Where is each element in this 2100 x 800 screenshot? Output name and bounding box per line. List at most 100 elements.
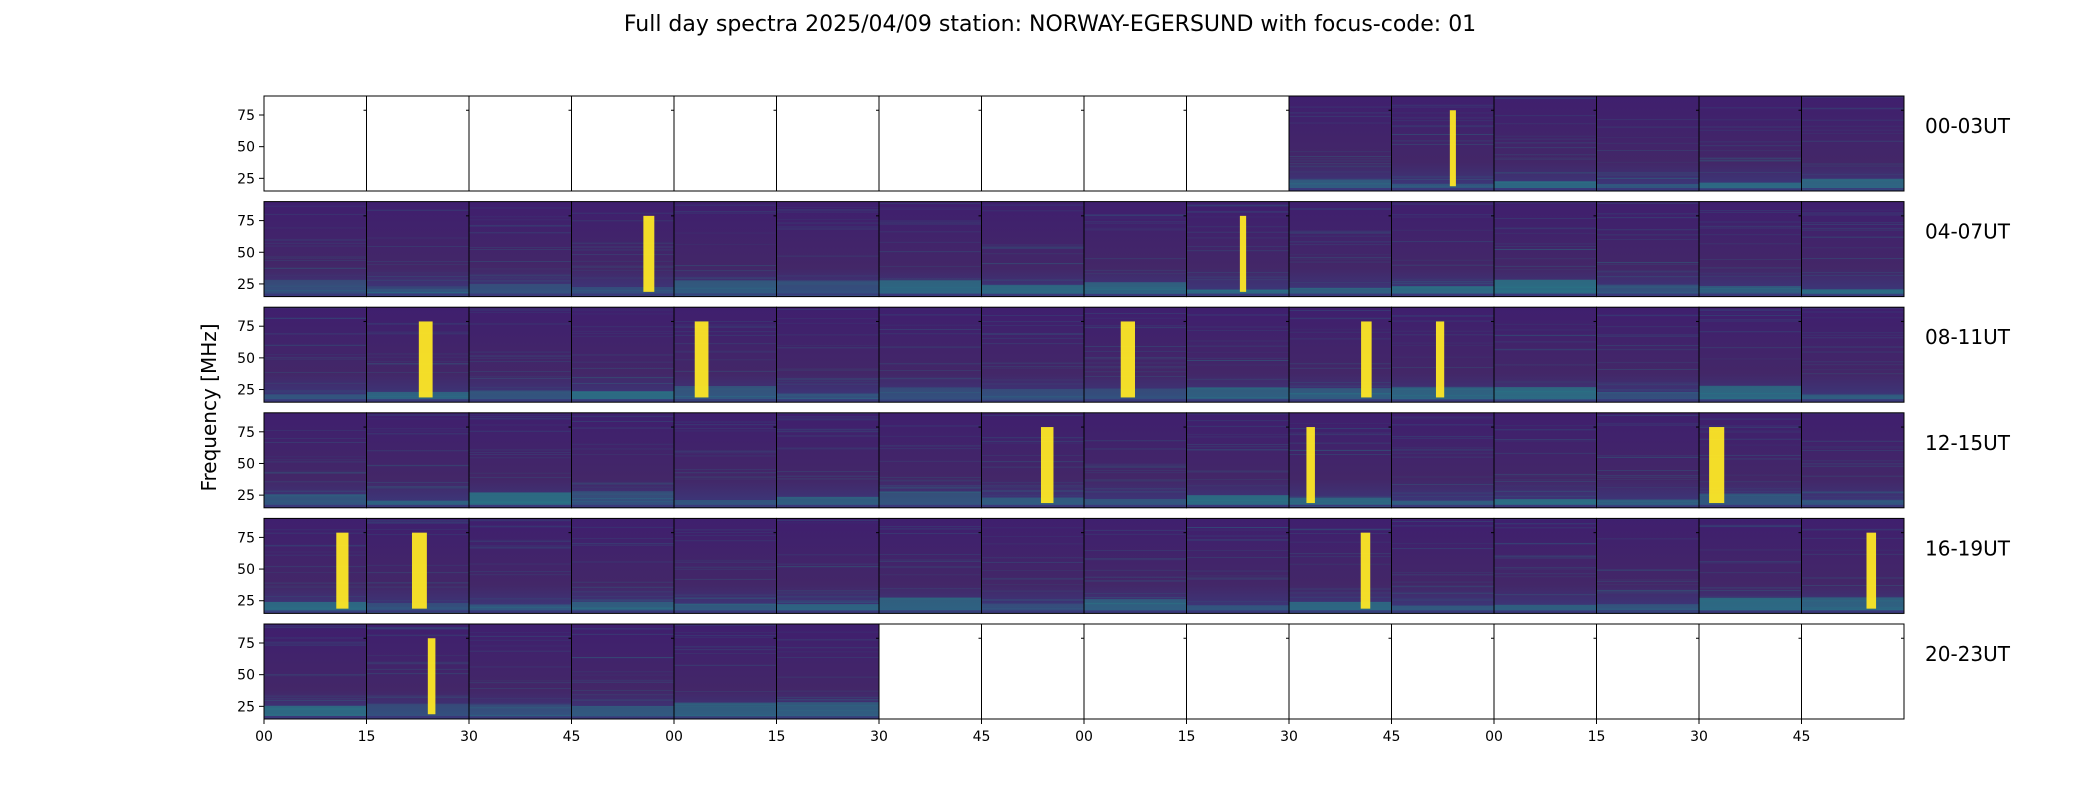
empty-panel <box>1083 623 1187 720</box>
spectrum-panel <box>673 201 777 298</box>
spectrum-panel <box>776 623 880 720</box>
y-tick-label: 75 <box>237 214 255 230</box>
x-tick-label: 30 <box>1690 729 1708 745</box>
spectrum-panel <box>366 517 470 614</box>
y-tick-label: 50 <box>237 245 255 261</box>
empty-panel <box>1801 623 1905 720</box>
x-tick-label: 45 <box>563 729 581 745</box>
y-tick-label: 25 <box>237 699 255 715</box>
spectrum-panel <box>263 623 367 720</box>
y-tick-label: 50 <box>237 668 255 684</box>
row-label: 08-11UT <box>1925 325 2011 349</box>
empty-panel <box>1698 623 1802 720</box>
empty-panel <box>673 95 777 192</box>
spectrum-panel <box>1186 306 1290 403</box>
spectrum-panel <box>1083 412 1187 509</box>
x-tick-label: 30 <box>870 729 888 745</box>
spectrum-panel <box>1186 412 1290 509</box>
spectrum-panel <box>673 517 777 614</box>
empty-panel <box>366 95 470 192</box>
spectrum-panel <box>1186 517 1290 614</box>
x-tick-label: 15 <box>768 729 786 745</box>
y-tick-label: 75 <box>237 425 255 441</box>
y-tick-label: 50 <box>237 351 255 367</box>
y-tick-label: 50 <box>237 456 255 472</box>
empty-panel <box>981 95 1085 192</box>
spectrum-panel <box>1698 201 1802 298</box>
spectrum-panel <box>878 517 982 614</box>
spectrum-panel <box>673 306 777 403</box>
spectrum-panel <box>1801 306 1905 403</box>
y-tick-label: 25 <box>237 488 255 504</box>
spectrum-panel <box>1186 201 1290 298</box>
spectrum-panel <box>468 412 572 509</box>
spectrum-panel <box>263 517 367 614</box>
spectrum-panel <box>981 201 1085 298</box>
empty-panel <box>1083 95 1187 192</box>
row-label: 04-07UT <box>1925 220 2011 244</box>
spectrum-panel <box>878 306 982 403</box>
empty-panel <box>878 95 982 192</box>
spectrum-panel <box>1083 517 1187 614</box>
row-label: 16-19UT <box>1925 536 2011 560</box>
empty-panel <box>878 623 982 720</box>
y-tick-label: 25 <box>237 277 255 293</box>
y-tick-label: 75 <box>237 530 255 546</box>
x-tick-label: 00 <box>255 729 273 745</box>
spectrum-panel <box>468 201 572 298</box>
spectrum-panel <box>878 201 982 298</box>
spectrum-panel <box>1288 201 1392 298</box>
x-tick-label: 45 <box>973 729 991 745</box>
spectrum-panel <box>1493 412 1597 509</box>
y-tick-label: 25 <box>237 171 255 187</box>
spectrum-panel <box>571 412 675 509</box>
spectrum-panel <box>571 517 675 614</box>
spectra-row: 25 50 75 04-07UT <box>237 201 2011 298</box>
y-tick-label: 25 <box>237 383 255 399</box>
y-tick-label: 75 <box>237 108 255 124</box>
empty-panel <box>571 95 675 192</box>
spectrum-panel <box>878 412 982 509</box>
spectrum-panel <box>981 412 1085 509</box>
x-tick-label: 00 <box>1075 729 1093 745</box>
y-axis-label: Frequency [MHz] <box>197 323 221 491</box>
x-tick-label: 30 <box>460 729 478 745</box>
empty-panel <box>981 623 1085 720</box>
spectrum-panel <box>468 306 572 403</box>
spectrum-panel <box>1493 517 1597 614</box>
x-tick-label: 15 <box>1178 729 1196 745</box>
spectrum-panel <box>366 306 470 403</box>
spectrum-panel <box>1698 412 1802 509</box>
spectrum-panel <box>1596 306 1700 403</box>
spectrum-panel <box>1391 412 1495 509</box>
spectrum-panel <box>1801 201 1905 298</box>
x-tick-label: 15 <box>1588 729 1606 745</box>
spectrum-panel <box>981 517 1085 614</box>
empty-panel <box>776 95 880 192</box>
spectrum-panel <box>776 412 880 509</box>
x-tick-label: 45 <box>1383 729 1401 745</box>
spectrum-panel <box>263 201 367 298</box>
x-tick-label: 00 <box>665 729 683 745</box>
spectra-row: 25 50 75 16-19UT <box>237 517 2011 615</box>
spectrum-panel <box>1083 201 1187 298</box>
spectrum-panel <box>776 517 880 614</box>
spectrum-panel <box>1596 95 1700 192</box>
spectrum-panel <box>1801 517 1905 615</box>
spectrum-panel <box>1493 201 1597 298</box>
empty-panel <box>263 95 367 192</box>
row-label: 12-15UT <box>1925 431 2011 455</box>
spectrum-panel <box>1391 306 1495 403</box>
spectrum-panel <box>1698 517 1802 614</box>
spectra-row: 25 50 75 00-03UT <box>237 95 2011 192</box>
spectrum-panel <box>1288 517 1392 614</box>
empty-panel <box>1288 623 1392 720</box>
y-tick-label: 25 <box>237 594 255 610</box>
spectrum-panel <box>1698 306 1802 403</box>
spectrum-panel <box>468 517 572 614</box>
spectrum-panel <box>366 201 470 298</box>
y-tick-label: 75 <box>237 319 255 335</box>
spectrum-panel <box>1083 306 1187 403</box>
y-tick-label: 75 <box>237 636 255 652</box>
spectrum-panel <box>1288 95 1392 192</box>
